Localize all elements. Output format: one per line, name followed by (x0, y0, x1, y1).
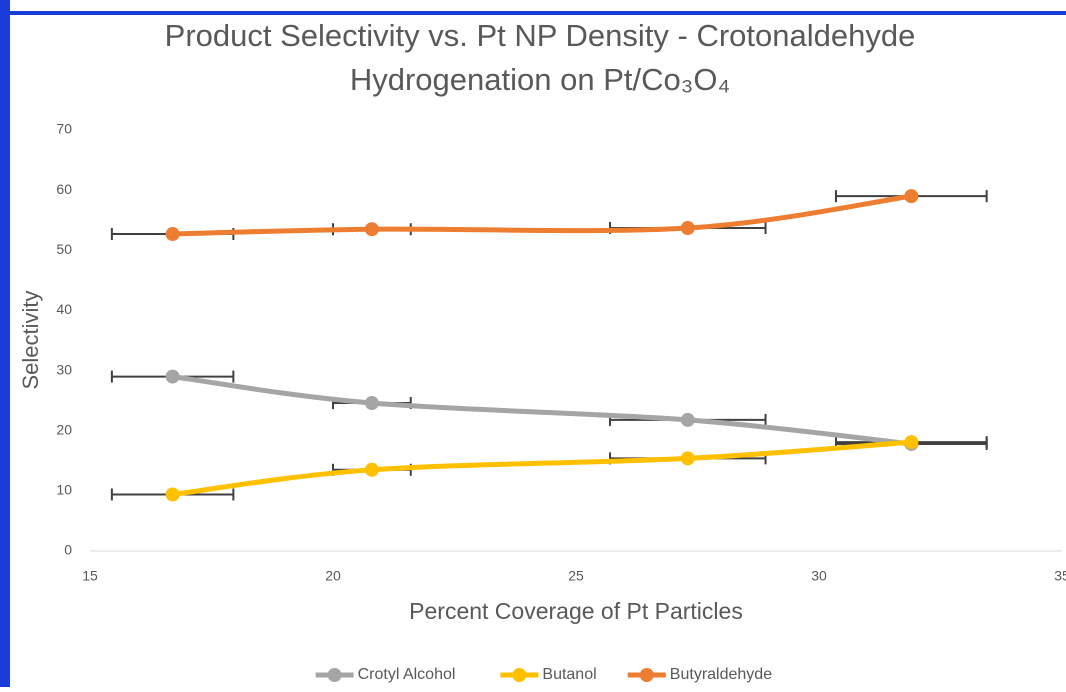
data-point (165, 369, 180, 384)
x-tick-label: 25 (568, 568, 584, 584)
legend-label: Crotyl Alcohol (358, 666, 456, 683)
data-point (680, 412, 695, 427)
legend-marker (327, 668, 342, 682)
y-tick-label: 0 (64, 542, 72, 558)
data-point (364, 222, 379, 237)
x-tick-label: 20 (325, 568, 341, 584)
y-tick-label: 10 (56, 482, 72, 498)
x-tick-label: 15 (82, 568, 98, 584)
y-tick-label: 20 (56, 421, 72, 437)
legend-label: Butyraldehyde (670, 666, 772, 683)
chart-title: Hydrogenation on Pt/Co₃O₄ (350, 62, 730, 97)
chart-title: Product Selectivity vs. Pt NP Density - … (165, 18, 916, 53)
y-tick-label: 50 (56, 241, 72, 257)
y-tick-label: 70 (56, 121, 72, 137)
x-tick-label: 30 (811, 568, 827, 584)
legend-marker (639, 668, 654, 682)
x-axis-title: Percent Coverage of Pt Particles (409, 598, 743, 624)
legend-marker (512, 668, 527, 682)
legend-label: Butanol (542, 666, 596, 683)
y-tick-label: 30 (56, 361, 72, 377)
y-tick-label: 40 (56, 301, 72, 317)
y-axis-title: Selectivity (18, 290, 43, 389)
y-tick-label: 60 (56, 181, 72, 197)
frame-left (0, 0, 10, 687)
frame-top (0, 11, 1066, 15)
data-point (364, 462, 379, 477)
series-line (170, 374, 914, 447)
x-tick-label: 35 (1054, 568, 1066, 584)
data-point (364, 396, 379, 411)
data-point (165, 487, 180, 502)
data-point (165, 227, 180, 242)
series-line (170, 193, 914, 237)
series-line (170, 439, 914, 497)
data-point (680, 451, 695, 466)
data-point (904, 435, 919, 450)
data-point (904, 189, 919, 204)
data-point (680, 221, 695, 236)
